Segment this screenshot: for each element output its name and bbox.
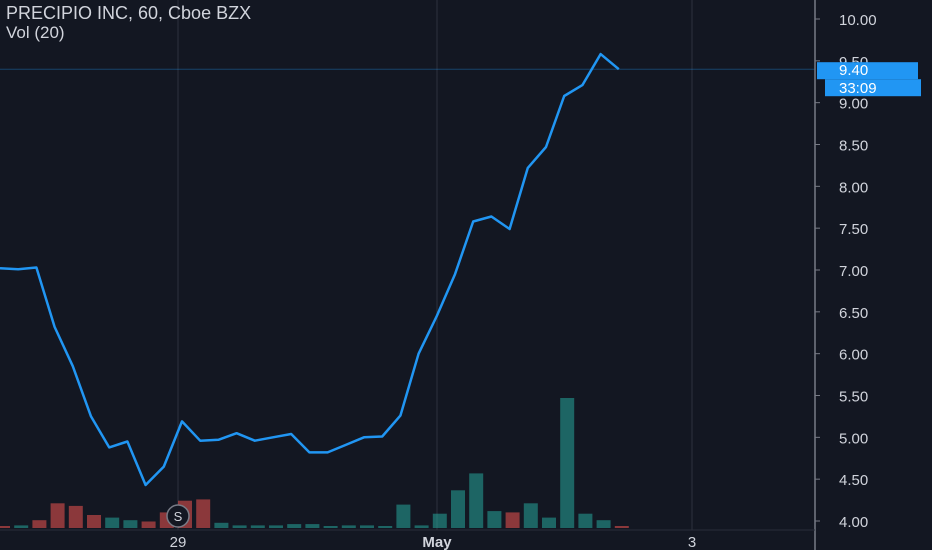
volume-bar (250, 525, 265, 528)
volume-bar (214, 522, 229, 528)
price-tick-label: 4.50 (839, 472, 868, 489)
volume-bar (523, 503, 538, 528)
price-tick-label: 5.50 (839, 389, 868, 406)
price-tick-label: 7.00 (839, 263, 868, 280)
volume-bar (68, 505, 83, 528)
volume-bar (123, 520, 138, 528)
volume-bar (87, 515, 101, 528)
price-tick-label: 9.00 (839, 96, 868, 113)
price-tick-label: 6.00 (839, 347, 868, 364)
volume-bar (141, 521, 156, 528)
volume-bar (396, 504, 411, 528)
price-tick-label: 8.50 (839, 138, 868, 155)
price-tick-label: 8.00 (839, 179, 868, 196)
price-series-line (0, 52, 620, 487)
volume-bar (0, 526, 10, 528)
volume-bar (378, 526, 393, 528)
volume-bar (341, 525, 356, 528)
volume-bar (614, 526, 629, 528)
volume-bar (105, 517, 120, 528)
volume-bar (269, 525, 283, 528)
countdown-tag (825, 79, 921, 97)
price-tick-label: 5.00 (839, 430, 868, 447)
chart-header: PRECIPIO INC, 60, Cboe BZX Vol (20) (6, 3, 251, 43)
volume-bar (323, 526, 338, 528)
price-tick-label: 7.50 (839, 221, 868, 238)
time-axis[interactable]: 29 May 3 (0, 529, 815, 550)
volume-bar (196, 499, 211, 528)
time-tick-label: May (422, 534, 452, 550)
volume-bar (14, 525, 29, 528)
last-price-tag (817, 62, 918, 80)
volume-bar (287, 524, 302, 528)
price-line (0, 52, 815, 487)
last-price-label: 9.40 (839, 62, 868, 79)
time-tick-label: 3 (688, 534, 696, 550)
event-markers[interactable]: S (166, 504, 190, 528)
volume-legend[interactable]: Vol (20) (6, 23, 65, 42)
split-marker-icon[interactable] (166, 504, 190, 528)
volume-bars (0, 398, 629, 528)
volume-bar (505, 512, 520, 528)
symbol-title[interactable]: PRECIPIO INC, 60, Cboe BZX (6, 3, 252, 23)
price-tick-label: 6.50 (839, 305, 868, 322)
volume-bar (560, 398, 575, 528)
price-tick-label: 10.00 (839, 12, 877, 29)
volume-bar (432, 513, 447, 528)
volume-bar (487, 511, 502, 528)
volume-bar (414, 525, 429, 528)
volume-bar (469, 473, 484, 528)
split-marker-label: S (174, 509, 183, 524)
volume-bar (50, 503, 65, 528)
volume-bar (305, 524, 320, 528)
countdown-label: 33:09 (839, 80, 877, 97)
volume-bar (360, 525, 374, 528)
volume-bar (542, 517, 556, 528)
volume-bar (596, 520, 611, 528)
volume-bar (232, 525, 247, 528)
time-tick-label: 29 (170, 534, 187, 550)
volume-bar (578, 513, 593, 528)
volume-bar (32, 520, 47, 528)
volume-bar (451, 490, 465, 528)
grid-lines (177, 0, 693, 530)
price-tick-label: 4.00 (839, 514, 868, 531)
